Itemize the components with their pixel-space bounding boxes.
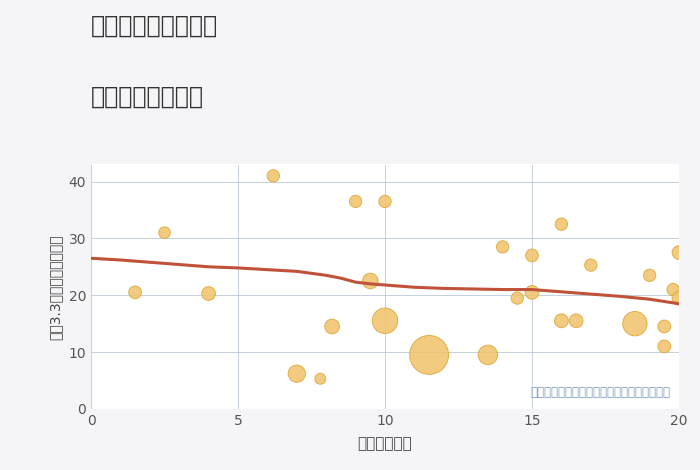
Point bbox=[326, 323, 337, 330]
Point bbox=[526, 251, 538, 259]
Point bbox=[556, 317, 567, 325]
Text: 円の大きさは、取引のあった物件面積を示す: 円の大きさは、取引のあった物件面積を示す bbox=[530, 386, 670, 399]
Point bbox=[644, 272, 655, 279]
Point bbox=[570, 317, 582, 325]
Point bbox=[673, 249, 685, 256]
Y-axis label: 坪（3.3㎡）単価（万円）: 坪（3.3㎡）単価（万円） bbox=[49, 234, 63, 339]
Point bbox=[526, 289, 538, 296]
Point bbox=[512, 294, 523, 302]
Point bbox=[130, 289, 141, 296]
Point bbox=[659, 323, 670, 330]
Point bbox=[497, 243, 508, 251]
Point bbox=[159, 229, 170, 236]
Point bbox=[668, 286, 679, 293]
Point bbox=[315, 375, 326, 383]
Point bbox=[365, 277, 376, 285]
Point bbox=[629, 320, 641, 328]
Point bbox=[291, 370, 302, 377]
Point bbox=[379, 317, 391, 325]
Point bbox=[556, 220, 567, 228]
Text: 埼玉県熊谷市江波の: 埼玉県熊谷市江波の bbox=[91, 14, 218, 38]
Point bbox=[585, 261, 596, 269]
Point bbox=[424, 351, 435, 359]
Point bbox=[203, 290, 214, 298]
Point bbox=[267, 172, 279, 180]
Point bbox=[379, 198, 391, 205]
Text: 駅距離別土地価格: 駅距離別土地価格 bbox=[91, 85, 204, 109]
X-axis label: 駅距離（分）: 駅距離（分） bbox=[358, 436, 412, 451]
Point bbox=[659, 343, 670, 350]
Point bbox=[350, 198, 361, 205]
Point bbox=[673, 294, 685, 302]
Point bbox=[482, 351, 493, 359]
